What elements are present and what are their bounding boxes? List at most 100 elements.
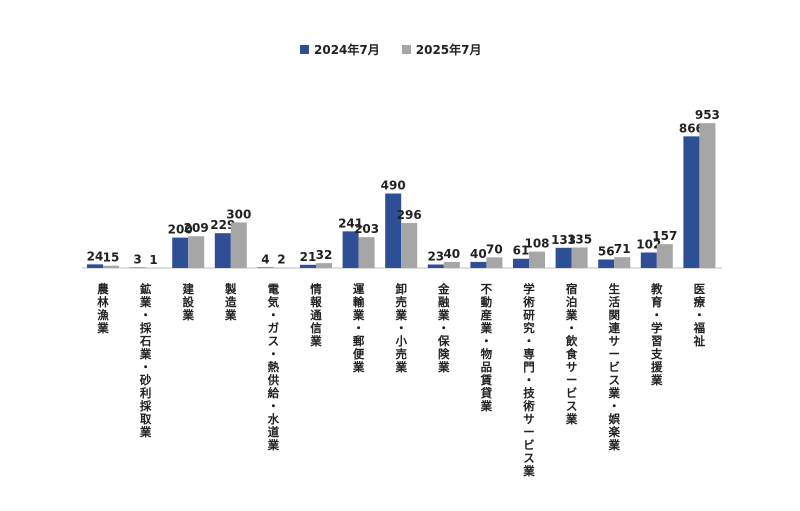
category-label: ス [608,373,620,387]
category-label: 砂 [140,373,152,387]
category-label: 輸 [353,295,365,309]
category-label: 業 [139,347,152,361]
category-label: 業 [181,308,194,322]
category-label: 生 [608,282,620,296]
category-label: ・ [140,308,152,322]
category-label: 物 [481,347,493,361]
category-label: ・ [523,334,535,348]
category-label: 業 [480,321,493,335]
category-label: 電 [268,282,280,296]
bar-2025 [273,267,290,269]
category-label: 郵 [353,334,365,348]
legend-swatch-2024 [300,45,309,54]
data-label: 40 [443,247,460,261]
category-label: 業 [224,308,237,322]
bar-2024 [598,259,615,268]
category-label: 業 [352,360,365,374]
legend-swatch-2025 [401,45,411,54]
bar-2024 [470,261,487,268]
category-label: 林 [97,295,109,309]
data-label: 56 [598,244,615,258]
category-label: 業 [650,373,663,387]
category-label: 卸 [395,282,407,296]
legend-label-2025: 2025年7月 [415,43,482,57]
category-label: 業 [522,464,535,478]
bar-2025 [103,265,119,268]
category-label: ・ [268,347,280,361]
category-label: 業 [565,308,578,322]
category-label: 業 [352,308,365,322]
category-label: 道 [268,425,280,439]
category-label: 業 [394,360,407,374]
category-label: 小 [394,334,407,348]
category-label: 業 [437,360,450,374]
category-label: ス [566,399,578,413]
category-label: 食 [566,347,578,361]
bar-2024 [129,267,146,269]
category-label: ・ [694,308,706,322]
category-label: 情 [309,282,322,296]
category-label: 気 [268,295,280,309]
category-label: 造 [225,295,237,309]
category-label: 泊 [566,295,578,309]
category-label: 援 [651,360,663,374]
category-label: 不 [481,282,493,296]
category-label: 通 [310,308,322,322]
bar-2025 [656,244,673,268]
category-label: 農 [97,282,109,296]
category-label: ・ [438,321,450,335]
bar-2025 [571,247,588,268]
category-label: 報 [310,295,322,309]
legend-item-2024: 2024年7月 [300,41,380,58]
data-label: 135 [567,232,592,246]
category-label: 鉱 [140,282,152,296]
category-label: 娯 [608,412,620,426]
bar-2025 [230,222,247,268]
data-label: 23 [427,250,444,264]
category-label: 融 [438,295,450,309]
data-label: 15 [103,251,120,265]
category-label: 福 [693,321,706,335]
category-label: 建 [182,282,194,296]
data-label: 4 [261,252,269,266]
category-label: 活 [608,295,620,309]
category-label: 飲 [565,334,578,348]
category-label: 便 [353,347,365,361]
category-label: 売 [395,295,407,309]
category-label: 給 [268,386,280,400]
data-label: 21 [300,250,317,264]
data-label: 953 [695,108,720,122]
data-label: 108 [524,237,549,251]
category-label: 運 [353,282,365,296]
category-label: 業 [96,321,109,335]
bar-2024 [385,193,402,268]
category-label: ガ [268,321,280,335]
category-label: 楽 [607,425,620,439]
data-label: 24 [87,249,104,263]
category-label: 業 [309,334,322,348]
category-label: ・ [523,373,535,387]
category-label: 採 [140,321,152,335]
bar-2025 [486,257,503,268]
bar-2025 [529,251,545,268]
bar-2024 [342,231,359,268]
category-label: 業 [139,425,152,439]
category-label: サ [523,412,535,426]
category-label: 石 [139,334,152,348]
data-label: 157 [652,229,677,243]
data-label: 2 [277,253,285,267]
category-label: 業 [437,308,450,322]
data-label: 200 [168,223,193,237]
legend-label-2024: 2024年7月 [314,43,380,57]
category-label: 育 [651,295,663,309]
category-label: 祉 [693,334,706,348]
category-label: 保 [437,334,450,348]
data-label: 296 [397,208,422,222]
category-label: 設 [182,295,194,309]
category-label: ・ [651,308,663,322]
category-label: 学 [523,282,535,296]
category-label: ・ [268,308,280,322]
category-label: ー [566,373,578,387]
category-label: 取 [140,412,152,426]
